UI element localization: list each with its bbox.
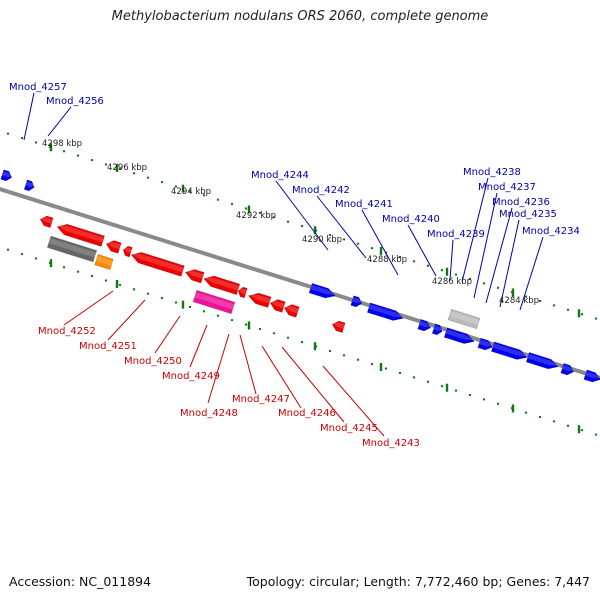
forward-gene-arrow[interactable] (308, 282, 337, 300)
reverse-gene-arrow[interactable] (130, 250, 185, 277)
reverse-gene-arrow[interactable] (202, 273, 241, 296)
gene-label-mnod-4234[interactable]: Mnod_4234 (522, 226, 580, 237)
label-leader-lines (23, 92, 544, 437)
gene-label-mnod-4248[interactable]: Mnod_4248 (180, 408, 238, 419)
forward-leader-line (407, 224, 437, 277)
gene-label-mnod-4245[interactable]: Mnod_4245 (320, 423, 378, 434)
forward-gene-arrow[interactable] (477, 337, 494, 352)
reverse-leader-line (107, 299, 146, 341)
forward-leader-line (47, 106, 72, 137)
kbp-label: 4284 kbp (499, 296, 539, 306)
forward-leader-line (361, 209, 399, 276)
gene-label-mnod-4249[interactable]: Mnod_4249 (162, 371, 220, 382)
forward-gene-arrow[interactable] (0, 169, 14, 183)
reverse-gene-arrow[interactable] (39, 214, 54, 228)
gene-label-mnod-4256[interactable]: Mnod_4256 (46, 96, 104, 107)
genes-layer (0, 169, 600, 384)
gene-label-mnod-4251[interactable]: Mnod_4251 (79, 341, 137, 352)
reverse-gene-arrow[interactable] (105, 239, 122, 254)
forward-gene-arrow[interactable] (23, 179, 36, 192)
forward-gene-arrow[interactable] (583, 369, 600, 384)
gene-label-mnod-4244[interactable]: Mnod_4244 (251, 170, 309, 181)
forward-leader-line (499, 219, 520, 308)
kbp-label: 4296 kbp (107, 163, 147, 173)
hypothetical-gene-block[interactable] (447, 308, 481, 330)
reverse-gene-arrow[interactable] (55, 222, 105, 247)
kbp-labels-layer: 4298 kbp 4296 kbp 4294 kbp 4292 kbp 4290 kbp… (42, 139, 539, 306)
pseudogene-block[interactable] (46, 235, 98, 263)
reverse-leader-line (207, 333, 230, 404)
forward-leader-line (449, 239, 454, 281)
genome-summary-text: Topology: circular; Length: 7,772,460 bp… (246, 574, 590, 589)
reverse-leader-line (281, 346, 345, 423)
reverse-leader-line (239, 334, 257, 395)
kbp-label: 4298 kbp (42, 139, 82, 149)
forward-leader-line (461, 177, 489, 283)
gene-label-mnod-4242[interactable]: Mnod_4242 (292, 185, 350, 196)
forward-leader-line (316, 195, 367, 259)
reverse-leader-line (322, 365, 385, 437)
gene-label-mnod-4252[interactable]: Mnod_4252 (38, 326, 96, 337)
kbp-label: 4286 kbp (432, 277, 472, 287)
reverse-leader-line (261, 345, 302, 409)
kbp-label: 4294 kbp (171, 187, 211, 197)
reverse-gene-block[interactable] (192, 289, 236, 315)
forward-leader-line (23, 92, 35, 141)
gene-label-mnod-4239[interactable]: Mnod_4239 (427, 229, 485, 240)
tick-marks-layer (6, 132, 598, 436)
reverse-gene-arrow[interactable] (237, 286, 248, 299)
forward-leader-line (519, 236, 544, 311)
gene-label-mnod-4236[interactable]: Mnod_4236 (492, 197, 550, 208)
forward-leader-line (275, 180, 329, 251)
reverse-leader-line (154, 315, 181, 354)
forward-leader-line (473, 192, 498, 299)
forward-gene-arrow[interactable] (431, 323, 444, 336)
reverse-gene-arrow[interactable] (269, 298, 286, 313)
rna-gene-block[interactable] (94, 253, 114, 271)
gene-label-mnod-4235[interactable]: Mnod_4235 (499, 209, 557, 220)
forward-gene-arrow[interactable] (490, 341, 528, 362)
reverse-gene-arrow[interactable] (122, 245, 133, 258)
accession-text: Accession: NC_011894 (9, 574, 152, 589)
gene-label-mnod-4250[interactable]: Mnod_4250 (124, 356, 182, 367)
gene-label-mnod-4247[interactable]: Mnod_4247 (232, 394, 290, 405)
reverse-leader-line (63, 290, 114, 326)
forward-gene-arrow[interactable] (560, 363, 575, 376)
forward-leader-line (485, 207, 513, 304)
kbp-label: 4288 kbp (367, 255, 407, 265)
forward-gene-arrow[interactable] (525, 352, 560, 371)
gene-label-mnod-4246[interactable]: Mnod_4246 (278, 408, 336, 419)
reverse-gene-arrow[interactable] (184, 267, 205, 284)
forward-gene-arrow[interactable] (417, 319, 432, 332)
kbp-label: 4292 kbp (236, 211, 276, 221)
reverse-gene-arrow[interactable] (331, 319, 346, 333)
forward-gene-arrow[interactable] (350, 295, 364, 309)
reverse-gene-arrow[interactable] (283, 303, 300, 318)
forward-gene-arrow[interactable] (366, 302, 404, 323)
gene-label-mnod-4237[interactable]: Mnod_4237 (478, 182, 536, 193)
gene-label-mnod-4241[interactable]: Mnod_4241 (335, 199, 393, 210)
reverse-gene-arrow[interactable] (247, 290, 272, 308)
gene-label-mnod-4240[interactable]: Mnod_4240 (382, 214, 440, 225)
gene-labels-layer: Mnod_4257 Mnod_4256 Mnod_4244 Mnod_4242 Mnod… (9, 82, 580, 449)
forward-gene-arrow[interactable] (443, 327, 476, 347)
kbp-label: 4290 kbp (302, 235, 342, 245)
gene-label-mnod-4243[interactable]: Mnod_4243 (362, 438, 420, 449)
gene-label-mnod-4238[interactable]: Mnod_4238 (463, 167, 521, 178)
reverse-leader-line (189, 324, 208, 368)
gene-label-mnod-4257[interactable]: Mnod_4257 (9, 82, 67, 93)
genome-title: Methylobacterium nodulans ORS 2060, comp… (111, 9, 489, 24)
